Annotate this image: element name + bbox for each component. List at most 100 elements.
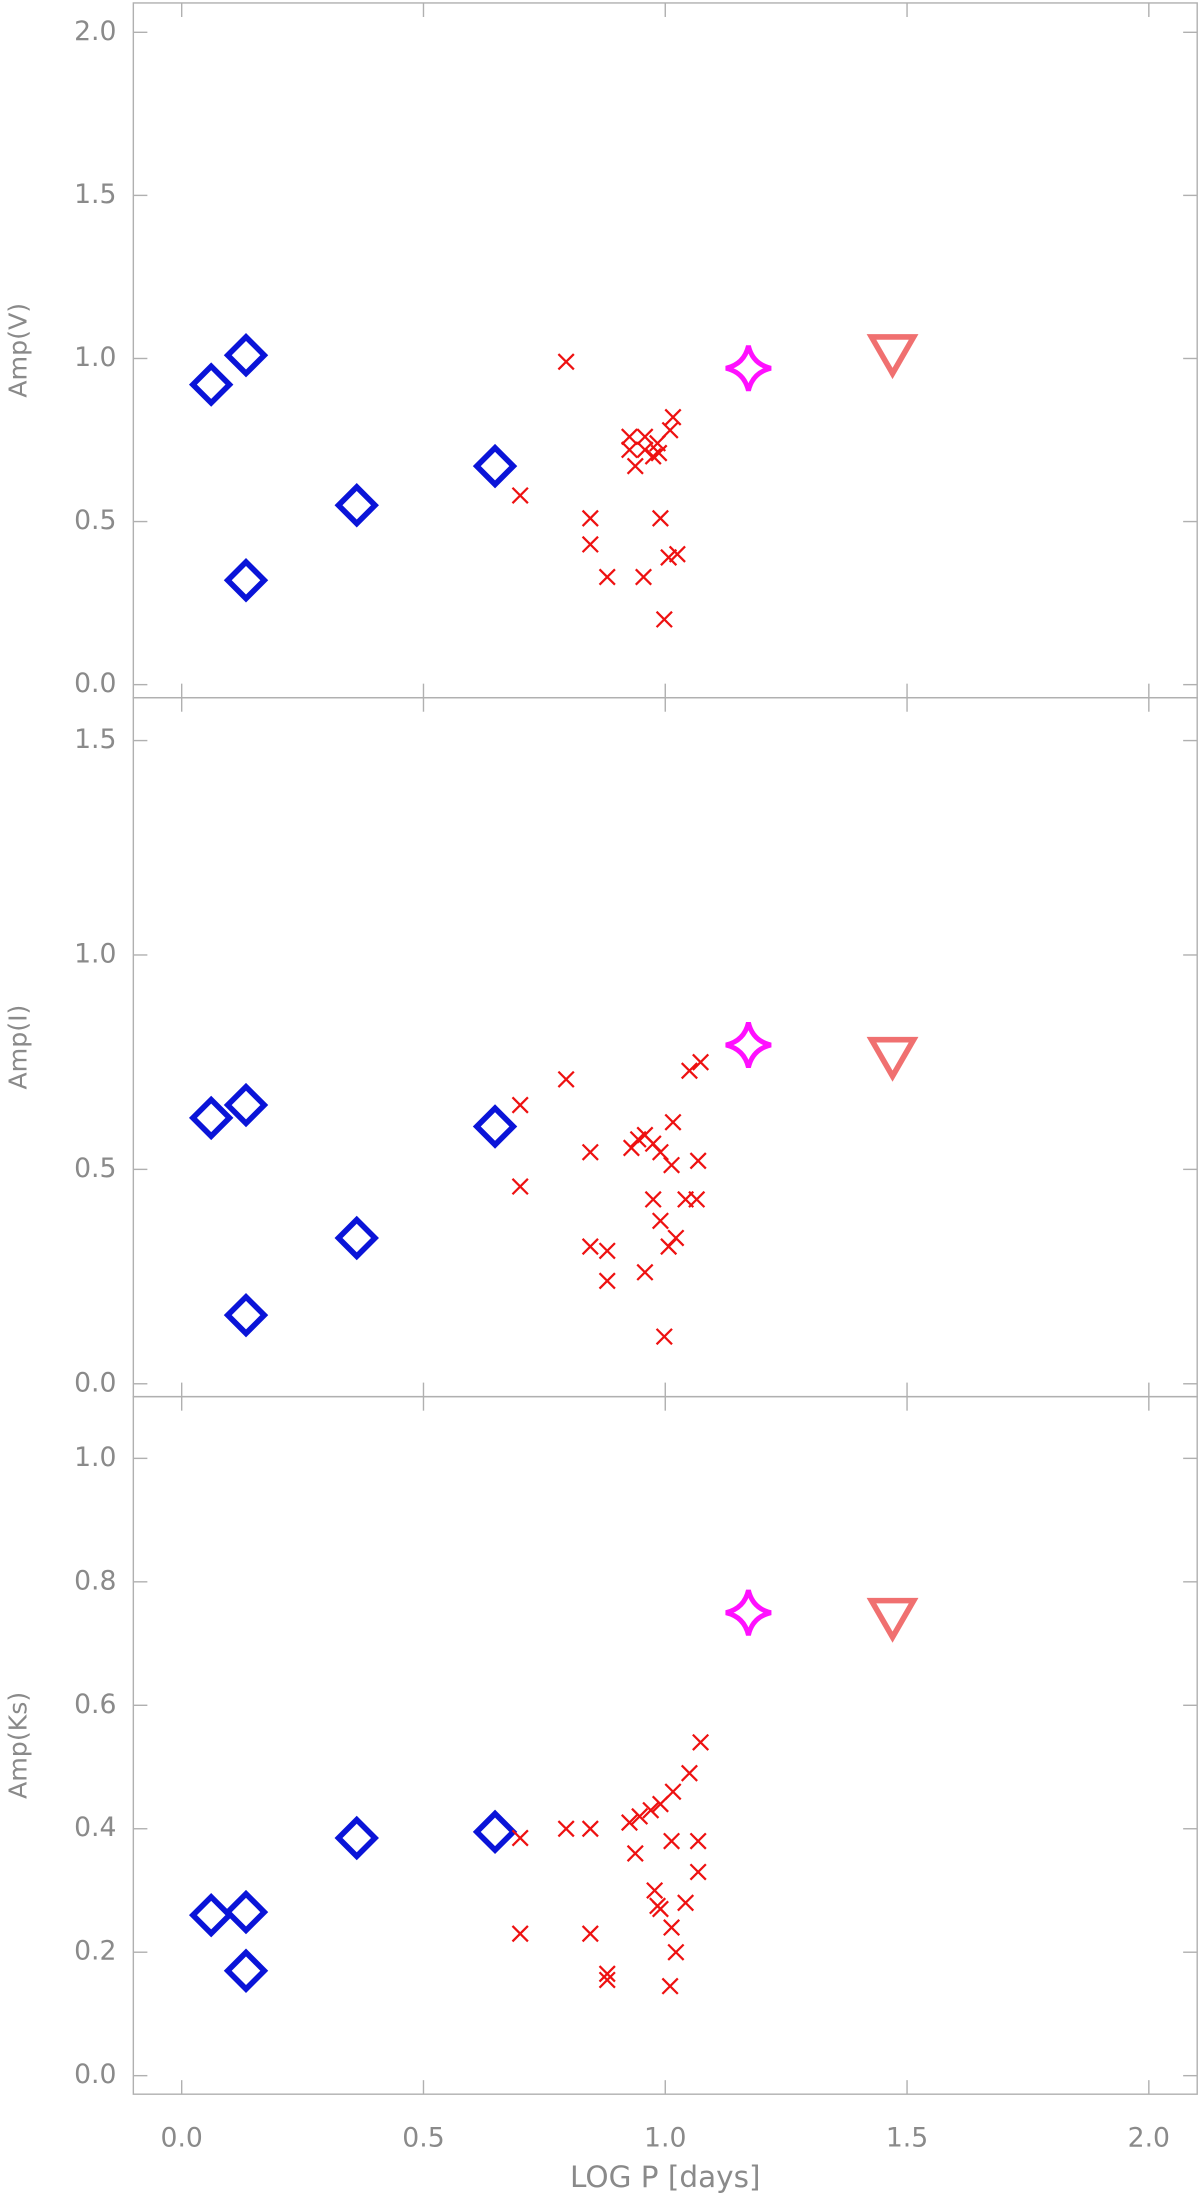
point-cross [511, 1096, 529, 1114]
point-cross [644, 1190, 662, 1208]
point-cross [626, 457, 644, 475]
point-cross [511, 1925, 529, 1943]
point-diamond [188, 362, 234, 407]
point-cross [660, 548, 678, 566]
point-cross [663, 1156, 681, 1174]
point-cross [663, 1832, 681, 1850]
point-diamond [334, 1215, 379, 1261]
point-cross [511, 1829, 529, 1847]
point-cross [642, 1801, 660, 1819]
y-tick-label: 0.0 [74, 668, 116, 699]
point-cross [646, 1881, 664, 1899]
y-tick-label: 0.2 [74, 1936, 116, 1967]
point-cross [680, 1062, 698, 1080]
y-tick-label: 0.0 [74, 2059, 116, 2090]
point-cross [667, 1229, 685, 1247]
point-cross [620, 1814, 638, 1832]
point-cross [511, 1178, 529, 1196]
point-triangle [866, 334, 919, 380]
point-cross [581, 1925, 599, 1943]
y-tick-label: 0.0 [74, 1367, 116, 1398]
point-cross [622, 1139, 640, 1157]
point-diamond [223, 333, 269, 378]
plot-frame [132, 696, 1198, 1398]
point-cross [631, 1807, 649, 1825]
point-cross [598, 1965, 616, 1983]
point-diamond [334, 1815, 379, 1861]
y-axis-label: Amp(I) [4, 1005, 33, 1090]
y-tick-label: 0.5 [74, 505, 116, 536]
point-cross [689, 1152, 707, 1170]
point-cross [677, 1894, 695, 1912]
point-cross [557, 1070, 575, 1088]
y-axis-label: Amp(Ks) [4, 1692, 33, 1799]
y-tick-label: 1.0 [74, 938, 116, 969]
point-cross [557, 353, 575, 371]
point-cross [689, 1863, 707, 1881]
x-tick-label: 0.5 [402, 2123, 444, 2154]
point-star [725, 1589, 772, 1636]
point-diamond [223, 558, 269, 603]
point-diamond [188, 1095, 234, 1141]
point-cross [688, 1190, 706, 1208]
point-diamond [472, 1809, 518, 1855]
point-cross [581, 1820, 599, 1838]
point-cross [634, 568, 653, 586]
point-cross [620, 428, 638, 446]
point-diamond [223, 1082, 269, 1128]
point-triangle [866, 1036, 919, 1082]
plot-frame [132, 2, 1198, 699]
point-diamond [334, 483, 379, 528]
point-cross [689, 1832, 707, 1850]
point-diamond [188, 1892, 234, 1938]
point-cross [655, 1328, 673, 1346]
y-tick-label: 0.5 [74, 1153, 116, 1184]
y-tick-label: 0.4 [74, 1812, 116, 1843]
point-cross [636, 428, 654, 446]
point-cross [598, 1242, 616, 1260]
x-tick-label: 1.5 [886, 2123, 928, 2154]
y-tick-label: 0.8 [74, 1565, 116, 1596]
point-cross [636, 441, 654, 459]
x-tick-label: 0.0 [160, 2123, 202, 2154]
point-cross [651, 509, 669, 527]
point-cross [661, 421, 679, 439]
point-cross [598, 1272, 616, 1290]
point-cross [581, 1238, 599, 1256]
point-star [725, 1021, 772, 1069]
point-cross [581, 1143, 599, 1161]
point-cross [667, 1943, 685, 1961]
x-tick-label: 1.0 [644, 2123, 686, 2154]
point-cross [581, 509, 599, 527]
point-cross [692, 1053, 710, 1071]
y-tick-label: 2.0 [74, 16, 116, 47]
y-tick-label: 1.5 [74, 179, 116, 210]
point-star [725, 345, 772, 392]
point-cross [651, 1143, 669, 1161]
point-cross [664, 1783, 682, 1801]
y-tick-label: 0.6 [74, 1689, 116, 1720]
point-cross [651, 1212, 669, 1230]
point-cross [663, 1919, 681, 1937]
point-cross [581, 535, 599, 553]
point-triangle [866, 1597, 919, 1643]
point-cross [664, 1113, 682, 1131]
y-tick-label: 1.0 [74, 342, 116, 373]
point-diamond [223, 1292, 269, 1338]
point-diamond [472, 443, 518, 489]
y-tick-label: 1.5 [74, 724, 116, 755]
x-tick-label: 2.0 [1128, 2123, 1170, 2154]
point-diamond [472, 1104, 518, 1149]
point-diamond [223, 1948, 269, 1993]
point-cross [651, 1900, 669, 1918]
point-cross [598, 1971, 616, 1989]
point-cross [692, 1733, 710, 1751]
point-cross [664, 408, 682, 426]
point-diamond [223, 1889, 269, 1935]
point-cross [680, 1764, 698, 1782]
x-axis-label: LOG P [days] [570, 2160, 760, 2194]
point-cross [557, 1820, 575, 1838]
point-cross [620, 441, 638, 459]
